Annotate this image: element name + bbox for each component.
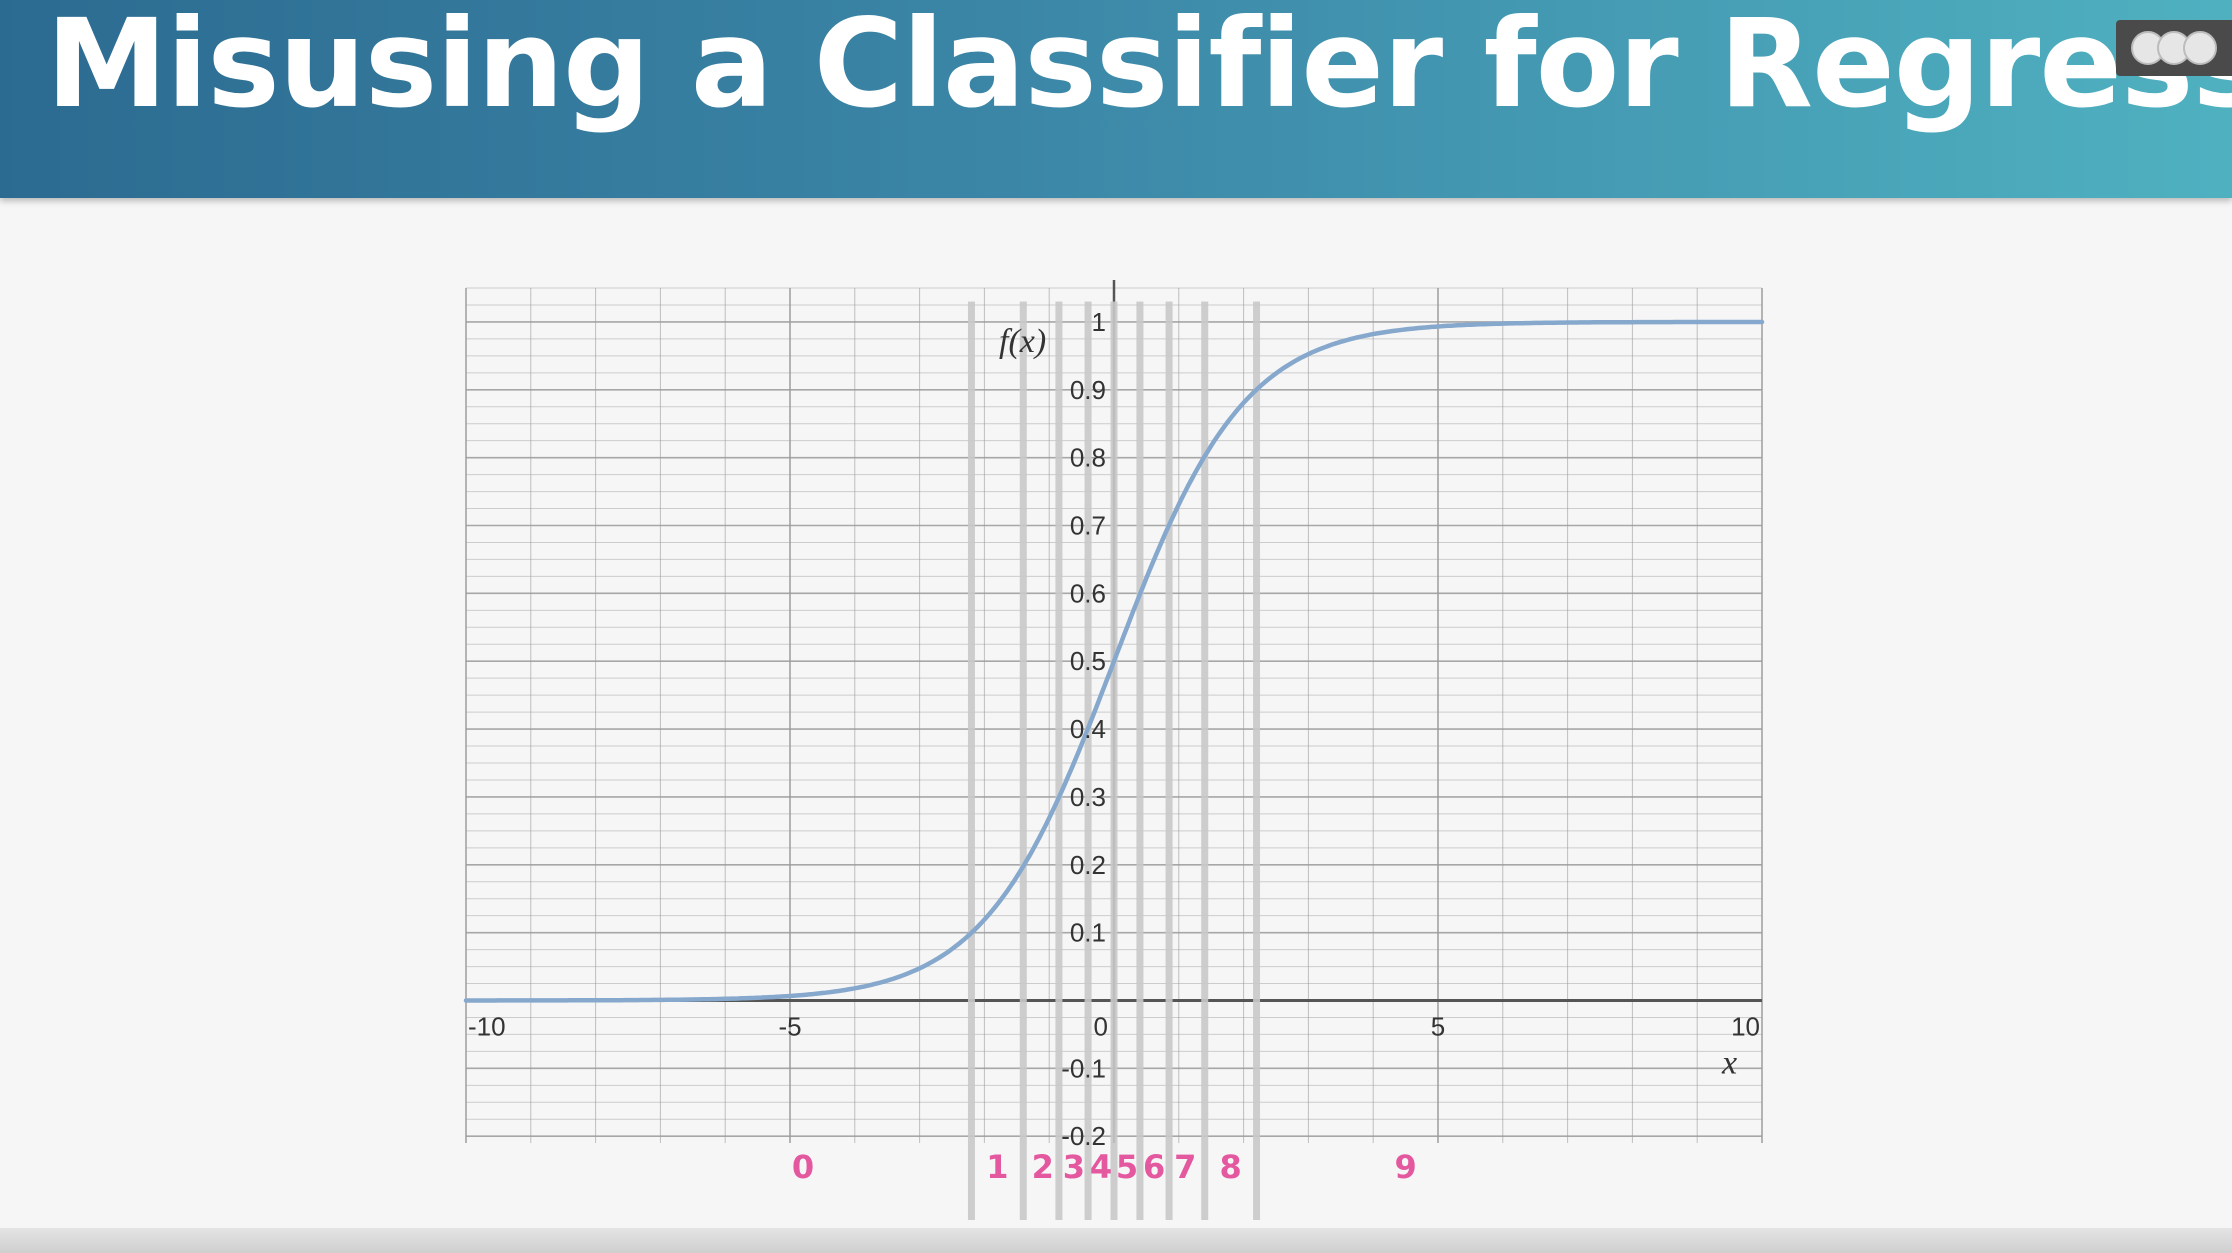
participant-avatar-icon <box>2183 31 2217 65</box>
bin-boundary-line <box>1084 301 1092 1221</box>
y-tick-label: 0.7 <box>1070 511 1106 541</box>
y-tick-label: 0.2 <box>1070 850 1106 880</box>
y-tick-label: 0.8 <box>1070 443 1106 473</box>
y-tick-label: 0.5 <box>1070 646 1106 676</box>
bin-boundary-line <box>1136 301 1144 1221</box>
bin-boundary-line <box>1019 301 1027 1221</box>
y-tick-label: -0.2 <box>1061 1121 1106 1151</box>
slide-title: Misusing a Classifier for Regression <box>46 0 2232 135</box>
y-tick-label: 0.3 <box>1070 782 1106 812</box>
x-tick-label: -5 <box>778 1012 801 1042</box>
bin-boundary-line <box>1253 301 1261 1221</box>
class-label: 2 <box>1032 1148 1054 1186</box>
tick-labels: -10 -5 0 5 10 1 0.9 0.8 0.7 0.6 0.5 0.4 0.3 0.2 0.1 -0.… <box>468 307 1760 1151</box>
bin-boundary-line <box>1110 301 1118 1221</box>
sigmoid-curve <box>463 319 1765 1003</box>
class-label: 6 <box>1143 1148 1165 1186</box>
class-label: 4 <box>1090 1148 1112 1186</box>
y-tick-label: 1 <box>1092 307 1106 337</box>
class-label: 5 <box>1116 1148 1138 1186</box>
class-label: 3 <box>1063 1148 1085 1186</box>
class-label: 8 <box>1220 1148 1242 1186</box>
y-axis-label: f(x) <box>999 323 1046 360</box>
y-tick-label: -0.1 <box>1061 1053 1106 1083</box>
x-tick-label: 0 <box>1094 1012 1108 1042</box>
class-label: 0 <box>792 1148 814 1186</box>
x-tick-label: 5 <box>1431 1012 1445 1042</box>
bin-boundaries <box>967 301 1261 1221</box>
bin-boundary-line <box>1201 301 1209 1221</box>
y-tick-label: 0.1 <box>1070 918 1106 948</box>
bin-boundary-line <box>1055 301 1063 1221</box>
title-banner: Misusing a Classifier for Regression <box>0 0 2232 198</box>
y-tick-label: 0.6 <box>1070 578 1106 608</box>
bin-boundary-line <box>1165 301 1173 1221</box>
participants-badge[interactable] <box>2116 20 2232 76</box>
slide-footer-bar <box>0 1228 2232 1253</box>
x-tick-label: -10 <box>468 1012 506 1042</box>
class-label: 1 <box>986 1148 1008 1186</box>
y-tick-label: 0.4 <box>1070 714 1106 744</box>
x-axis-label: x <box>1721 1045 1737 1082</box>
class-label: 9 <box>1394 1148 1416 1186</box>
curve-layer <box>463 319 1765 1003</box>
bin-boundary-line <box>967 301 975 1221</box>
y-tick-label: 0.9 <box>1070 375 1106 405</box>
class-label: 7 <box>1174 1148 1196 1186</box>
x-tick-label: 10 <box>1731 1012 1760 1042</box>
